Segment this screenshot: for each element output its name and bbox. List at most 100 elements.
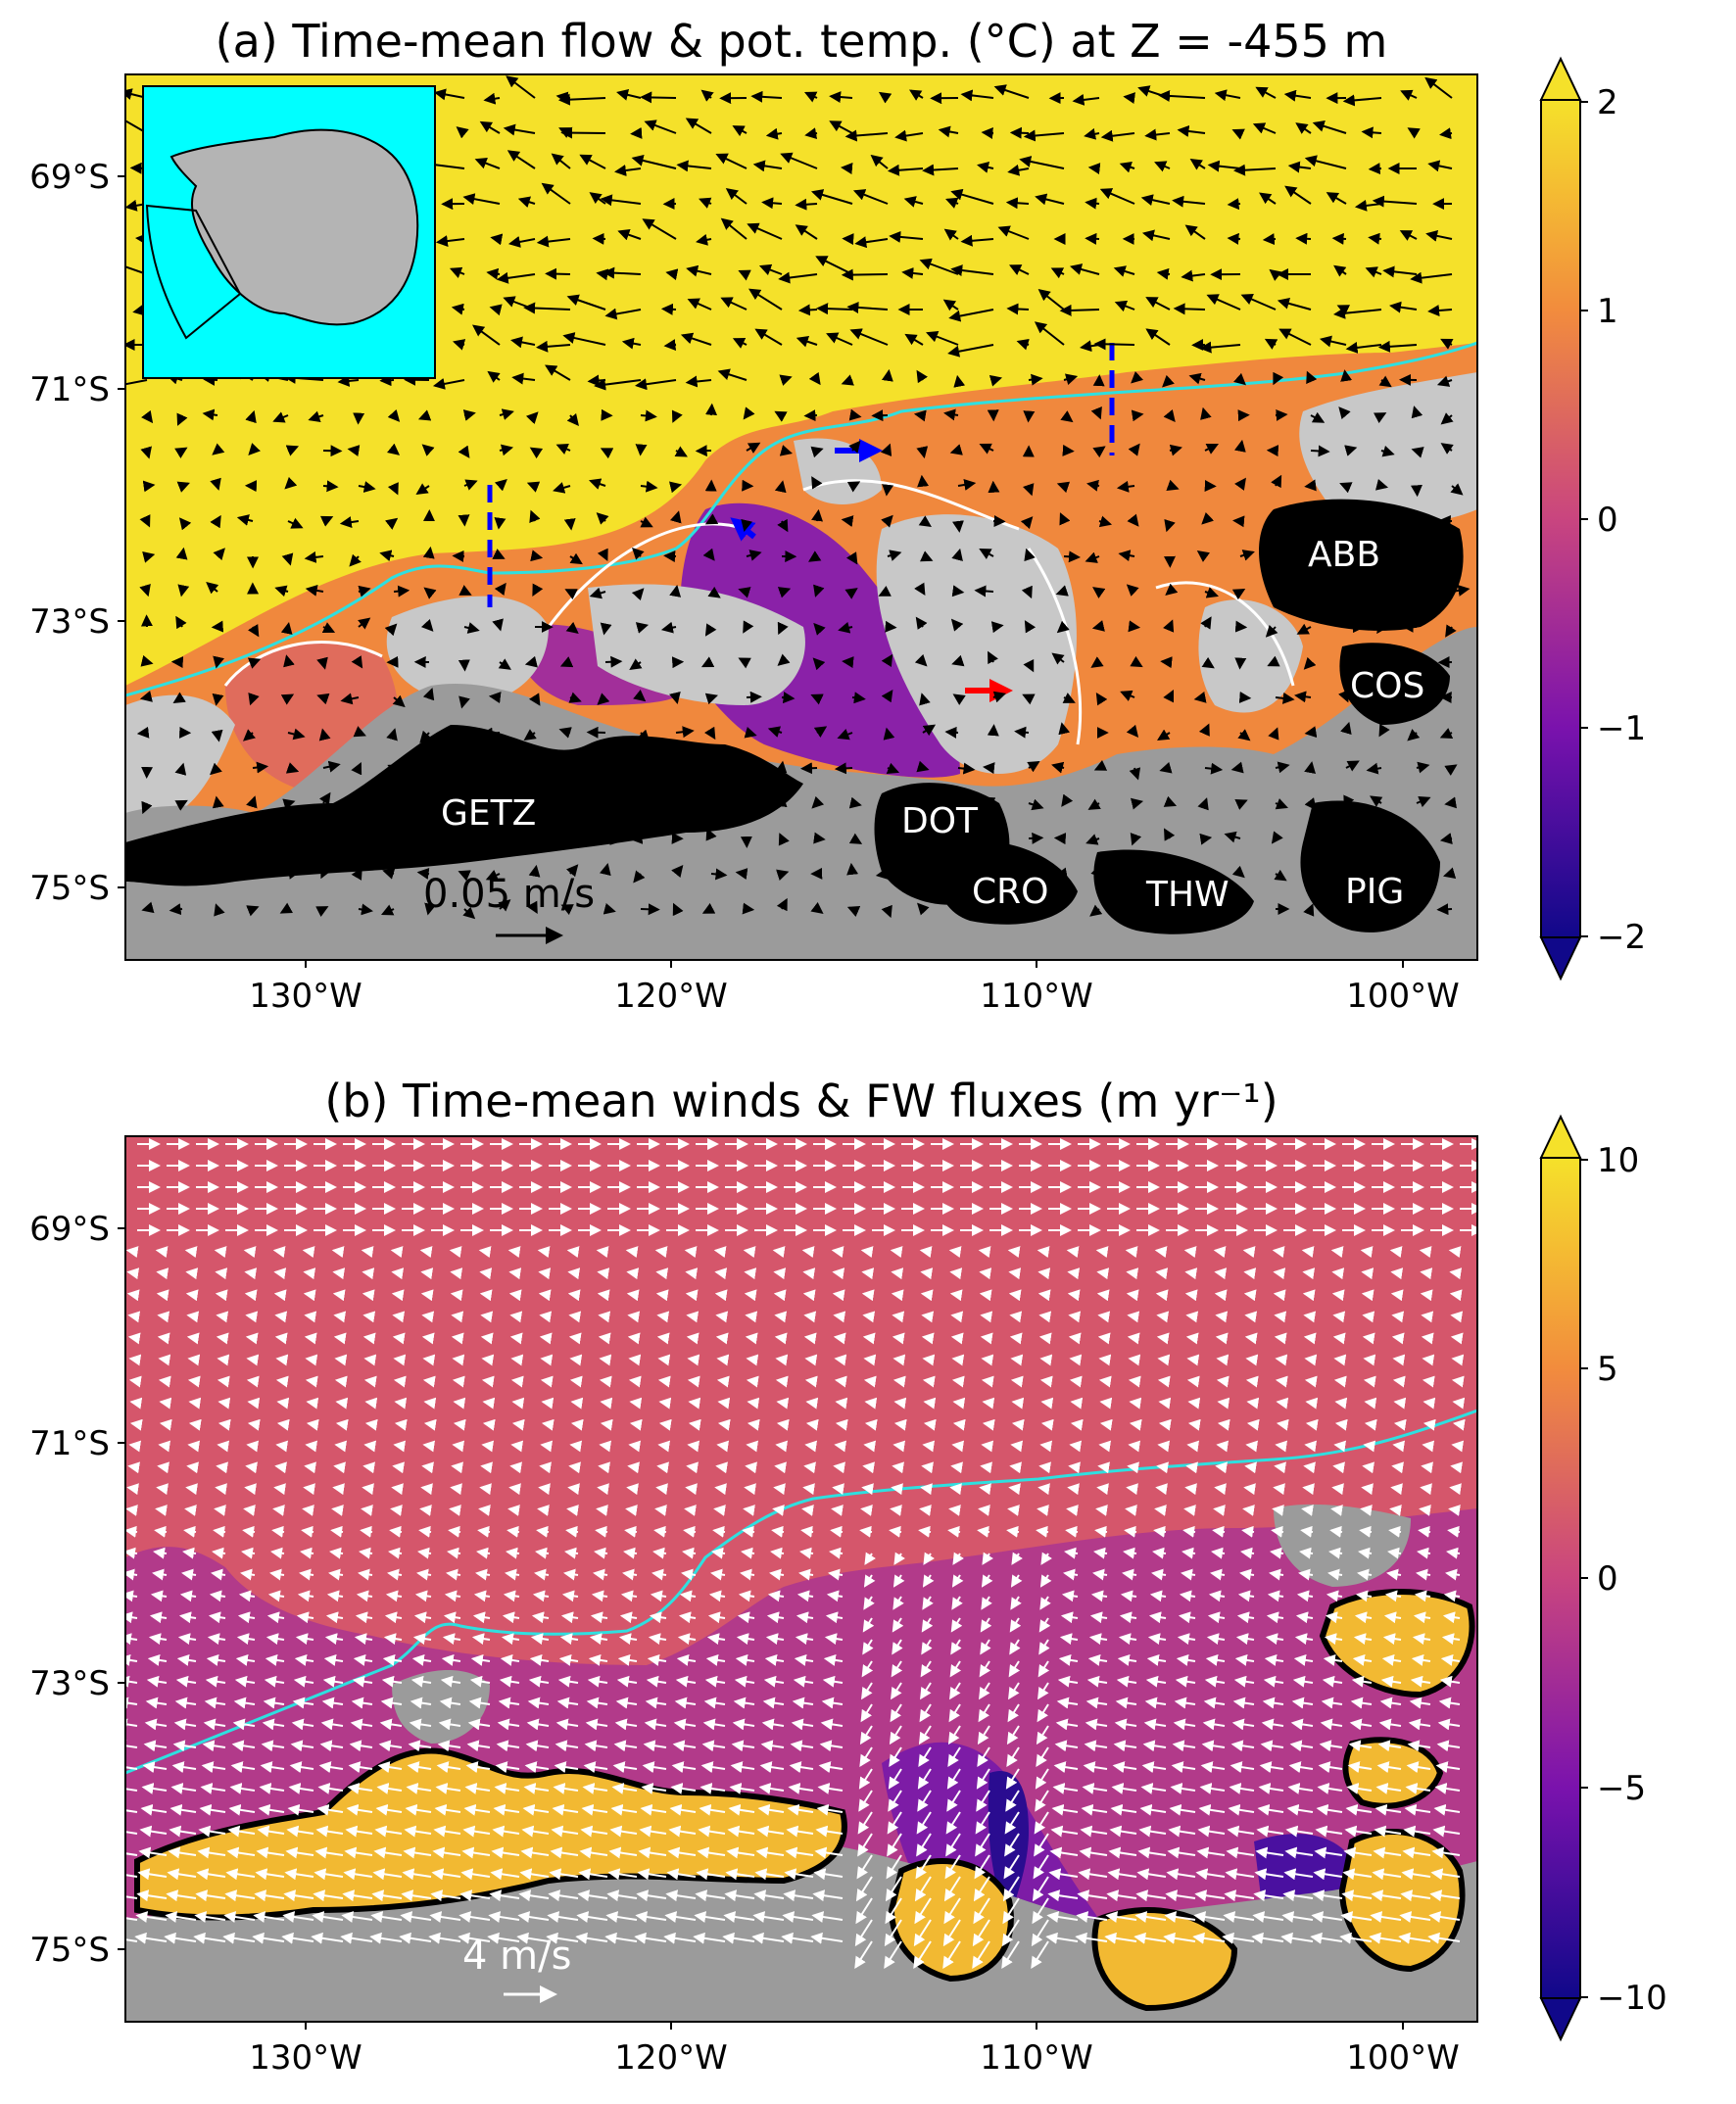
current-vector <box>816 303 853 315</box>
wind-vector <box>451 1461 463 1474</box>
wind-vector <box>1245 1375 1259 1388</box>
wind-vector <box>1097 1461 1110 1474</box>
wind-vector <box>1155 1267 1169 1280</box>
current-vector <box>621 337 642 350</box>
current-vector <box>1201 511 1215 525</box>
current-vector <box>720 217 747 240</box>
current-vector <box>1368 163 1382 175</box>
current-vector <box>1270 519 1281 534</box>
wind-vector <box>392 1311 406 1323</box>
cold-water-dotson <box>680 502 960 778</box>
wind-vector <box>1274 1332 1287 1345</box>
wind-vector <box>1214 1483 1227 1496</box>
current-vector <box>1378 723 1390 738</box>
wind-vector <box>1332 1311 1346 1323</box>
wind-vector <box>453 1418 466 1431</box>
wind-vector <box>1008 1289 1022 1302</box>
wind-vector <box>688 1418 701 1431</box>
wind-vector <box>567 1289 581 1302</box>
wind-vector <box>276 1418 290 1431</box>
wind-vector <box>716 1375 730 1388</box>
wind-vector <box>272 1246 286 1259</box>
current-vector <box>883 727 895 741</box>
wind-vector <box>420 1289 434 1302</box>
current-vector <box>885 620 897 633</box>
label-pig: PIG <box>1345 872 1404 912</box>
current-vector <box>525 411 539 425</box>
wind-vector <box>186 1461 199 1474</box>
current-vector <box>1199 341 1241 354</box>
wind-vector <box>569 1375 583 1388</box>
current-vector <box>322 760 341 773</box>
cbtick-a-3: −1 <box>1597 709 1646 748</box>
current-vector <box>503 123 536 136</box>
current-vector <box>392 694 406 708</box>
current-vector <box>1411 693 1423 707</box>
current-vector <box>742 902 755 915</box>
current-vector <box>848 440 861 454</box>
wind-vector <box>687 1375 700 1388</box>
current-vector <box>804 127 818 140</box>
cbtick-a-4: −2 <box>1597 918 1646 957</box>
current-vector <box>1128 620 1141 633</box>
current-vector <box>517 196 536 208</box>
current-vector <box>304 550 324 563</box>
current-vector <box>393 585 410 598</box>
wind-vector <box>1217 1418 1230 1431</box>
wind-vector <box>1156 1311 1170 1323</box>
current-vector <box>1239 550 1255 561</box>
wind-vector <box>1362 1311 1375 1323</box>
wind-vector <box>187 1375 201 1388</box>
current-vector <box>1377 514 1391 527</box>
wind-vector <box>1273 1267 1286 1280</box>
current-vector <box>774 410 788 422</box>
current-vector <box>287 517 304 529</box>
current-vector <box>1326 192 1347 205</box>
wind-vector <box>479 1483 492 1496</box>
current-vector <box>559 656 574 668</box>
wind-vector <box>1422 1354 1435 1366</box>
current-vector <box>1373 412 1387 424</box>
wind-vector <box>863 1354 877 1366</box>
current-vector <box>483 92 501 105</box>
current-vector <box>589 478 606 490</box>
wind-vector <box>243 1246 257 1259</box>
wind-vector <box>480 1332 494 1345</box>
wind-vector <box>1419 1246 1432 1259</box>
wind-vector <box>952 1418 966 1431</box>
wind-vector <box>422 1440 436 1453</box>
ytick-a-75: 75°S <box>29 869 110 908</box>
current-vector <box>337 374 360 387</box>
current-vector <box>640 480 658 493</box>
xtick-b-100: 100°W <box>1346 2038 1460 2078</box>
current-vector <box>851 692 866 704</box>
current-vector <box>1130 655 1143 668</box>
current-vector <box>894 129 924 142</box>
wind-vector <box>1391 1332 1405 1345</box>
wind-vector <box>1392 1354 1406 1366</box>
wind-vector <box>1390 1289 1404 1302</box>
current-vector <box>1069 263 1100 275</box>
wind-vector <box>1274 1461 1286 1474</box>
current-vector <box>490 233 504 246</box>
wind-vector <box>363 1440 377 1453</box>
current-vector <box>541 182 571 205</box>
wind-vector <box>1037 1267 1051 1280</box>
current-vector <box>526 481 541 493</box>
current-vector <box>452 550 465 562</box>
wind-vector <box>450 1483 462 1496</box>
current-vector <box>139 691 153 702</box>
wind-vector <box>980 1461 992 1474</box>
wind-vector <box>598 1311 611 1323</box>
wind-vector <box>981 1354 994 1366</box>
current-vector <box>387 408 401 422</box>
wind-vector <box>714 1289 728 1302</box>
label-getz: GETZ <box>441 793 536 834</box>
colorbar-a: 2 1 0 −1 −2 <box>1539 56 1646 981</box>
wind-vector <box>744 1289 757 1302</box>
current-vector <box>1165 583 1179 596</box>
cbtick-a-1: 1 <box>1597 292 1618 331</box>
current-vector <box>1265 624 1278 638</box>
wind-vector <box>392 1461 405 1474</box>
current-vector <box>419 730 432 743</box>
